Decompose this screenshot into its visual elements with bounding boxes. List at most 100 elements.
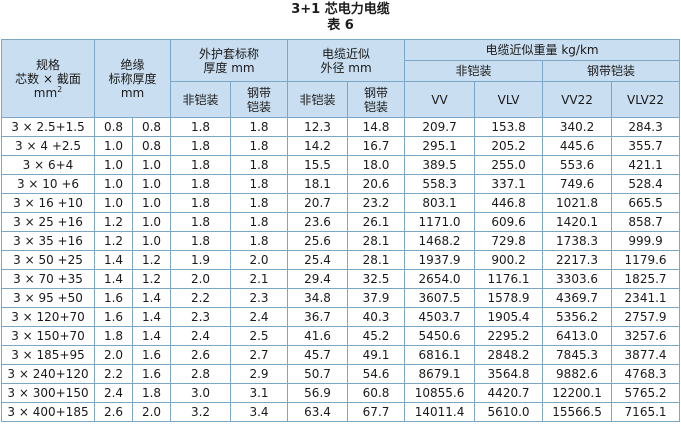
table-cell: 3877.4	[611, 345, 681, 365]
table-cell: 1.8	[94, 326, 133, 346]
table-cell: 1176.1	[474, 269, 544, 289]
table-cell: 3 × 10 +6	[1, 174, 95, 194]
table-cell: 205.2	[474, 136, 544, 156]
header-sheath-armored: 钢带 铠装	[230, 81, 289, 118]
header-vv: VV	[404, 81, 476, 118]
table-cell: 25.4	[287, 250, 349, 270]
table-cell: 1825.7	[611, 269, 681, 289]
table-cell: 12.3	[287, 117, 349, 137]
table-cell: 1578.9	[474, 288, 544, 308]
table-cell: 29.4	[287, 269, 349, 289]
table-cell: 4503.7	[404, 307, 476, 327]
table-cell: 4768.3	[611, 364, 681, 384]
table-cell: 1.2	[94, 212, 133, 232]
table-cell: 749.6	[542, 174, 613, 194]
table-cell: 12200.1	[542, 383, 613, 403]
table-row: 3 × 6+4 1.0 1.0 1.8 1.8 15.5 18.0 389.5 255.0 553…	[1, 155, 681, 175]
table-cell: 1.0	[131, 155, 172, 175]
table-cell: 56.9	[287, 383, 349, 403]
table-cell: 1.8	[131, 383, 172, 403]
table-cell: 3 × 150+70	[1, 326, 95, 346]
table-cell: 5356.2	[542, 307, 613, 327]
table-cell: 0.8	[131, 117, 172, 137]
table-cell: 67.7	[347, 402, 406, 422]
header-diameter-unarmored: 非铠装	[287, 81, 349, 118]
table-cell: 3 × 95 +50	[1, 288, 95, 308]
table-cell: 3 × 16 +10	[1, 193, 95, 213]
table-cell: 1.0	[94, 193, 133, 213]
table-row: 3 × 120+70 1.6 1.4 2.3 2.4 36.7 40.3 4503.7 1905…	[1, 307, 681, 327]
table-cell: 1.8	[230, 174, 289, 194]
table-cell: 3.0	[170, 383, 232, 403]
table-cell: 28.1	[347, 231, 406, 251]
table-cell: 1420.1	[542, 212, 613, 232]
table-cell: 25.6	[287, 231, 349, 251]
table-cell: 3 × 70 +35	[1, 269, 95, 289]
table-cell: 1.0	[94, 136, 133, 156]
table-title: 3+1 芯电力电缆	[291, 2, 390, 17]
table-cell: 3 × 185+95	[1, 345, 95, 365]
table-cell: 3 × 240+120	[1, 364, 95, 384]
table-cell: 63.4	[287, 402, 349, 422]
table-row: 3 × 4 +2.5 1.0 0.8 1.8 1.8 14.2 16.7 295.1 205.2…	[1, 136, 681, 156]
table-cell: 10855.6	[404, 383, 476, 403]
table-cell: 1.4	[131, 326, 172, 346]
table-cell: 32.5	[347, 269, 406, 289]
table-cell: 2.8	[170, 364, 232, 384]
table-cell: 1.0	[131, 193, 172, 213]
table-cell: 0.8	[94, 117, 133, 137]
table-cell: 6816.1	[404, 345, 476, 365]
table-cell: 2.0	[230, 250, 289, 270]
table-row: 3 × 185+95 2.0 1.6 2.6 2.7 45.7 49.1 6816.1 2848…	[1, 345, 681, 365]
table-cell: 337.1	[474, 174, 544, 194]
table-cell: 1.0	[94, 155, 133, 175]
table-cell: 3303.6	[542, 269, 613, 289]
cable-spec-table: 规格 芯数 × 截面 mm2 绝缘 标称厚度 mm 外护套标称 厚度 mm 电缆…	[1, 39, 681, 422]
table-cell: 18.0	[347, 155, 406, 175]
table-cell: 2341.1	[611, 288, 681, 308]
table-cell: 2757.9	[611, 307, 681, 327]
table-cell: 1738.3	[542, 231, 613, 251]
table-cell: 1.8	[170, 193, 232, 213]
table-cell: 2.9	[230, 364, 289, 384]
table-cell: 1.8	[170, 212, 232, 232]
table-cell: 389.5	[404, 155, 476, 175]
table-cell: 1.6	[131, 345, 172, 365]
table-cell: 446.8	[474, 193, 544, 213]
table-row: 3 × 10 +6 1.0 1.0 1.8 1.8 18.1 20.6 558.3 337.1 7…	[1, 174, 681, 194]
table-cell: 284.3	[611, 117, 681, 137]
table-cell: 3.2	[170, 402, 232, 422]
table-cell: 6413.0	[542, 326, 613, 346]
table-cell: 355.7	[611, 136, 681, 156]
table-cell: 1.4	[94, 250, 133, 270]
header-sheath: 外护套标称 厚度 mm	[170, 39, 289, 82]
table-cell: 1.4	[94, 269, 133, 289]
header-spec: 规格 芯数 × 截面 mm2	[1, 39, 95, 118]
table-cell: 0.8	[131, 136, 172, 156]
table-row: 3 × 2.5+1.5 0.8 0.8 1.8 1.8 12.3 14.8 209.7 153.…	[1, 117, 681, 137]
table-cell: 1.0	[131, 174, 172, 194]
table-cell: 255.0	[474, 155, 544, 175]
header-vlv: VLV	[474, 81, 544, 118]
table-body: 3 × 2.5+1.5 0.8 0.8 1.8 1.8 12.3 14.8 209.7 153.…	[1, 117, 681, 422]
table-cell: 5610.0	[474, 402, 544, 422]
table-cell: 553.6	[542, 155, 613, 175]
table-cell: 528.4	[611, 174, 681, 194]
table-cell: 209.7	[404, 117, 476, 137]
table-cell: 1.0	[131, 212, 172, 232]
table-cell: 2.5	[230, 326, 289, 346]
table-cell: 1.8	[230, 212, 289, 232]
table-cell: 3 × 120+70	[1, 307, 95, 327]
table-cell: 1937.9	[404, 250, 476, 270]
table-cell: 1.8	[170, 231, 232, 251]
table-row: 3 × 240+120 2.2 1.6 2.8 2.9 50.7 54.6 8679.1 356…	[1, 364, 681, 384]
table-cell: 1.0	[94, 174, 133, 194]
table-cell: 4369.7	[542, 288, 613, 308]
header-diameter-armored: 钢带 铠装	[347, 81, 406, 118]
table-cell: 20.6	[347, 174, 406, 194]
table-cell: 50.7	[287, 364, 349, 384]
table-cell: 340.2	[542, 117, 613, 137]
table-cell: 23.6	[287, 212, 349, 232]
table-cell: 7845.3	[542, 345, 613, 365]
